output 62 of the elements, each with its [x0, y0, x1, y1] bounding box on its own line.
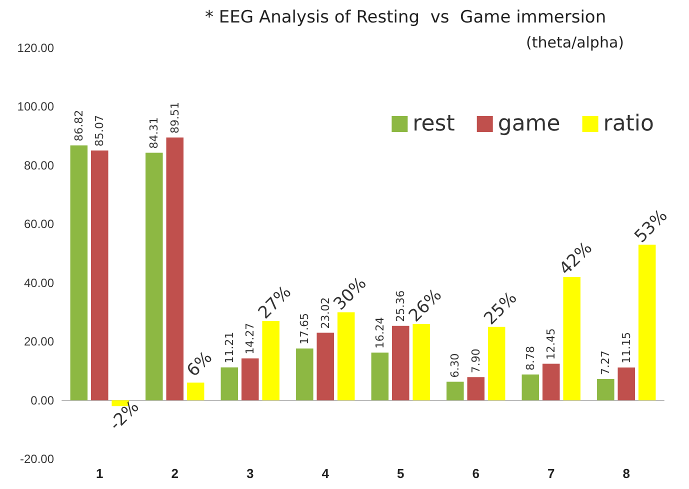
x-tick-label: 3: [246, 466, 254, 481]
bar: [488, 326, 506, 400]
bar: [186, 382, 204, 400]
data-label: 7.27: [599, 350, 612, 375]
bar: [618, 368, 636, 400]
data-label: 6.30: [448, 353, 462, 378]
bar: [262, 321, 280, 400]
data-label: 25.36: [394, 290, 408, 322]
y-tick-label: 40.00: [24, 276, 54, 290]
data-label: 84.31: [148, 117, 161, 149]
y-tick-label: 60.00: [24, 217, 54, 232]
y-tick-label: 120.00: [17, 41, 54, 55]
bar: [446, 382, 464, 400]
bar: [467, 377, 485, 400]
y-tick-label: 20.00: [24, 334, 54, 349]
bar: [316, 332, 334, 400]
bar: [146, 152, 163, 400]
bar: [597, 378, 614, 400]
bar: [392, 326, 410, 400]
y-tick-label: 80.00: [24, 158, 54, 172]
x-tick-label: 1: [96, 466, 104, 481]
bar: [542, 364, 560, 400]
y-tick-label: 100.00: [17, 100, 54, 114]
bar: [638, 244, 656, 400]
data-label: 12.45: [544, 328, 558, 360]
x-tick-label: 2: [171, 466, 178, 481]
data-label: 17.65: [298, 312, 312, 344]
data-label: 14.27: [244, 322, 257, 354]
chart-subtitle: (theta/alpha): [526, 34, 624, 52]
bar: [296, 348, 314, 400]
data-label: 6%: [183, 348, 216, 382]
y-tick-label: -20.00: [20, 452, 54, 466]
data-label: 16.24: [373, 317, 386, 349]
legend-label: game: [498, 112, 560, 136]
bar: [241, 358, 259, 400]
data-label: 11.21: [222, 332, 236, 364]
data-label: -2%: [106, 397, 144, 435]
x-tick-label: 4: [322, 466, 330, 481]
x-tick-label: 6: [472, 466, 480, 481]
x-tick-label: 8: [622, 466, 630, 481]
legend-label: rest: [412, 112, 456, 136]
data-label: 89.51: [168, 102, 182, 134]
y-tick-label: 0.00: [30, 393, 54, 408]
bar: [220, 367, 238, 400]
data-label: 7.90: [469, 348, 482, 374]
bar: [90, 150, 108, 400]
bar: [166, 138, 184, 400]
data-label: 8.78: [524, 346, 537, 371]
bar: [522, 374, 540, 400]
x-tick-label: 7: [548, 466, 555, 481]
data-label: 85.07: [93, 115, 106, 147]
x-tick-label: 5: [397, 466, 404, 481]
bar: [337, 312, 355, 400]
bar: [563, 276, 580, 400]
bar: [412, 324, 430, 400]
chart-title: * EEG Analysis of Resting vs Game immersion: [205, 8, 606, 28]
data-label: 11.15: [620, 332, 633, 364]
data-label: 86.82: [72, 110, 86, 142]
bar: [70, 145, 88, 400]
data-label: 23.02: [318, 297, 332, 329]
legend-label: ratio: [603, 112, 654, 136]
bar: [371, 352, 389, 400]
